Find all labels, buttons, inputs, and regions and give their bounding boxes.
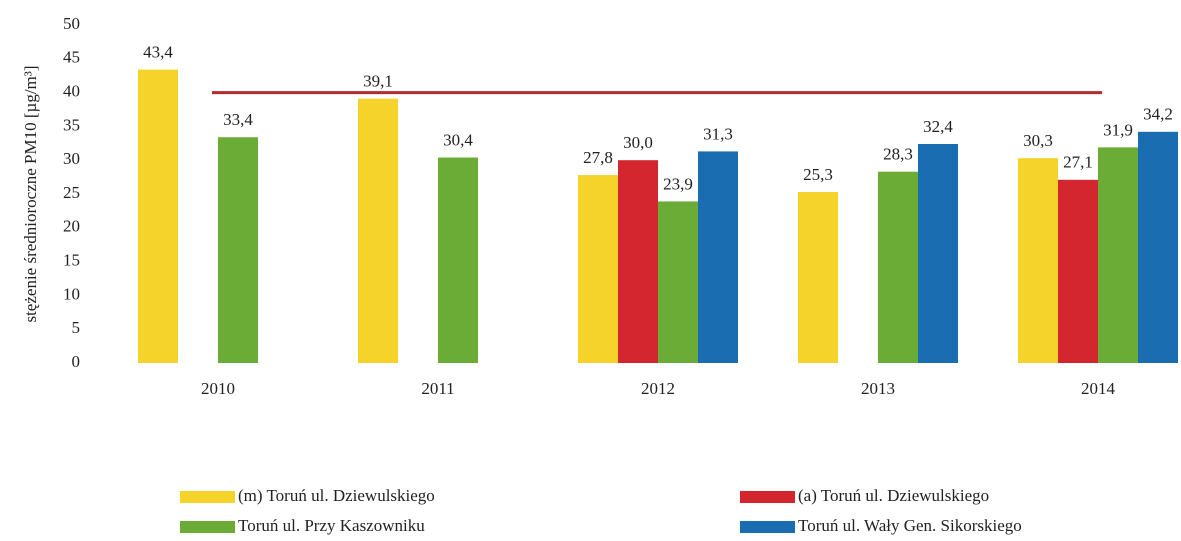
x-tick-label: 2012 — [641, 379, 675, 398]
legend-swatch — [180, 521, 235, 533]
legend-label: (a) Toruń ul. Dziewulskiego — [798, 486, 989, 505]
bar — [138, 69, 178, 363]
legend-swatch — [740, 491, 795, 503]
y-tick-label: 20 — [63, 217, 80, 236]
legend-label: Toruń ul. Wały Gen. Sikorskiego — [798, 516, 1022, 535]
y-tick-label: 45 — [63, 48, 80, 67]
data-label: 27,1 — [1063, 153, 1093, 172]
y-tick-label: 40 — [63, 82, 80, 101]
bar — [618, 160, 658, 363]
data-label: 34,2 — [1143, 105, 1173, 124]
data-label: 28,3 — [883, 145, 913, 164]
data-label: 39,1 — [363, 72, 393, 91]
legend-swatch — [740, 521, 795, 533]
bar — [878, 171, 918, 363]
bar — [1058, 179, 1098, 363]
bar — [698, 151, 738, 363]
data-label: 25,3 — [803, 165, 833, 184]
legend-label: Toruń ul. Przy Kaszowniku — [238, 516, 425, 535]
data-label: 30,4 — [443, 130, 473, 149]
x-tick-label: 2011 — [421, 379, 454, 398]
bar — [918, 143, 958, 363]
y-tick-label: 35 — [63, 115, 80, 134]
bar — [438, 157, 478, 363]
x-tick-label: 2010 — [201, 379, 235, 398]
legend-swatch — [180, 491, 235, 503]
y-tick-label: 5 — [72, 318, 81, 337]
y-tick-label: 50 — [63, 14, 80, 33]
y-tick-label: 0 — [72, 352, 81, 371]
y-tick-label: 15 — [63, 251, 80, 270]
data-label: 30,0 — [623, 133, 653, 152]
data-label: 31,9 — [1103, 120, 1133, 139]
legend-label: (m) Toruń ul. Dziewulskiego — [238, 486, 435, 505]
bar — [1018, 158, 1058, 363]
bar — [358, 98, 398, 364]
data-label: 23,9 — [663, 174, 693, 193]
bar — [578, 175, 618, 363]
bar — [798, 191, 838, 363]
x-tick-label: 2014 — [1081, 379, 1116, 398]
y-tick-label: 25 — [63, 183, 80, 202]
x-tick-label: 2013 — [861, 379, 895, 398]
bar — [218, 137, 258, 363]
y-axis-label: stężenie średnioroczne PM10 [µg/m³] — [21, 65, 40, 322]
bar — [658, 201, 698, 363]
data-label: 32,4 — [923, 117, 953, 136]
data-label: 27,8 — [583, 148, 613, 167]
data-label: 31,3 — [703, 124, 733, 143]
y-tick-label: 10 — [63, 284, 80, 303]
bar — [1098, 147, 1138, 363]
data-label: 43,4 — [143, 43, 173, 62]
y-tick-label: 30 — [63, 149, 80, 168]
data-label: 33,4 — [223, 110, 253, 129]
bar — [1138, 131, 1178, 363]
data-label: 30,3 — [1023, 131, 1053, 150]
